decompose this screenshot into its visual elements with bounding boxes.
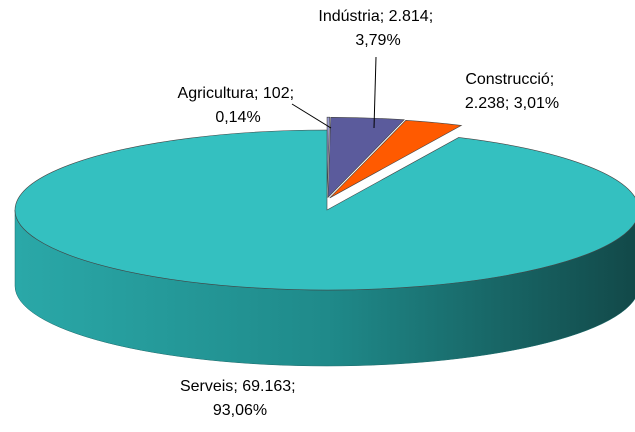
label-part: ; <box>505 95 514 112</box>
label-part: 3,79% <box>355 32 400 49</box>
label-part: ; <box>291 378 300 395</box>
labels: Agricultura; 102; 0,14% Indústria; 2.814;… <box>178 8 560 419</box>
slice <box>14 129 635 291</box>
label-part: 0,14% <box>215 109 260 126</box>
label-part: Construcció <box>465 71 550 88</box>
label-part: 102 <box>263 85 290 102</box>
label-part: 2.814 <box>389 8 429 25</box>
label-part: ; <box>429 8 438 25</box>
slice <box>329 120 463 199</box>
label-part: Agricultura <box>178 85 255 102</box>
label-part: ; <box>290 85 299 102</box>
label-part: 93,06% <box>213 402 267 419</box>
leader-line <box>291 103 332 129</box>
label-part: ; <box>550 71 559 88</box>
data-label: Indústria; 2.814; 3,79% <box>318 8 437 49</box>
label-part: ; <box>254 85 263 102</box>
label-part: Serveis <box>180 378 233 395</box>
slice <box>327 117 405 199</box>
label-part: ; <box>380 8 389 25</box>
data-label: Serveis; 69.163; 93,06% <box>180 378 300 419</box>
leader-line <box>373 56 377 129</box>
data-label: Agricultura; 102; 0,14% <box>178 85 299 126</box>
label-part: 3,01% <box>514 95 559 112</box>
label-part: ; <box>233 378 242 395</box>
data-label: Construcció; 2.238; 3,01% <box>465 71 559 112</box>
pie <box>14 116 635 367</box>
label-part: 2.238 <box>465 95 505 112</box>
label-part: Indústria <box>318 8 379 25</box>
slice <box>326 116 331 198</box>
label-part: 69.163 <box>242 378 291 395</box>
